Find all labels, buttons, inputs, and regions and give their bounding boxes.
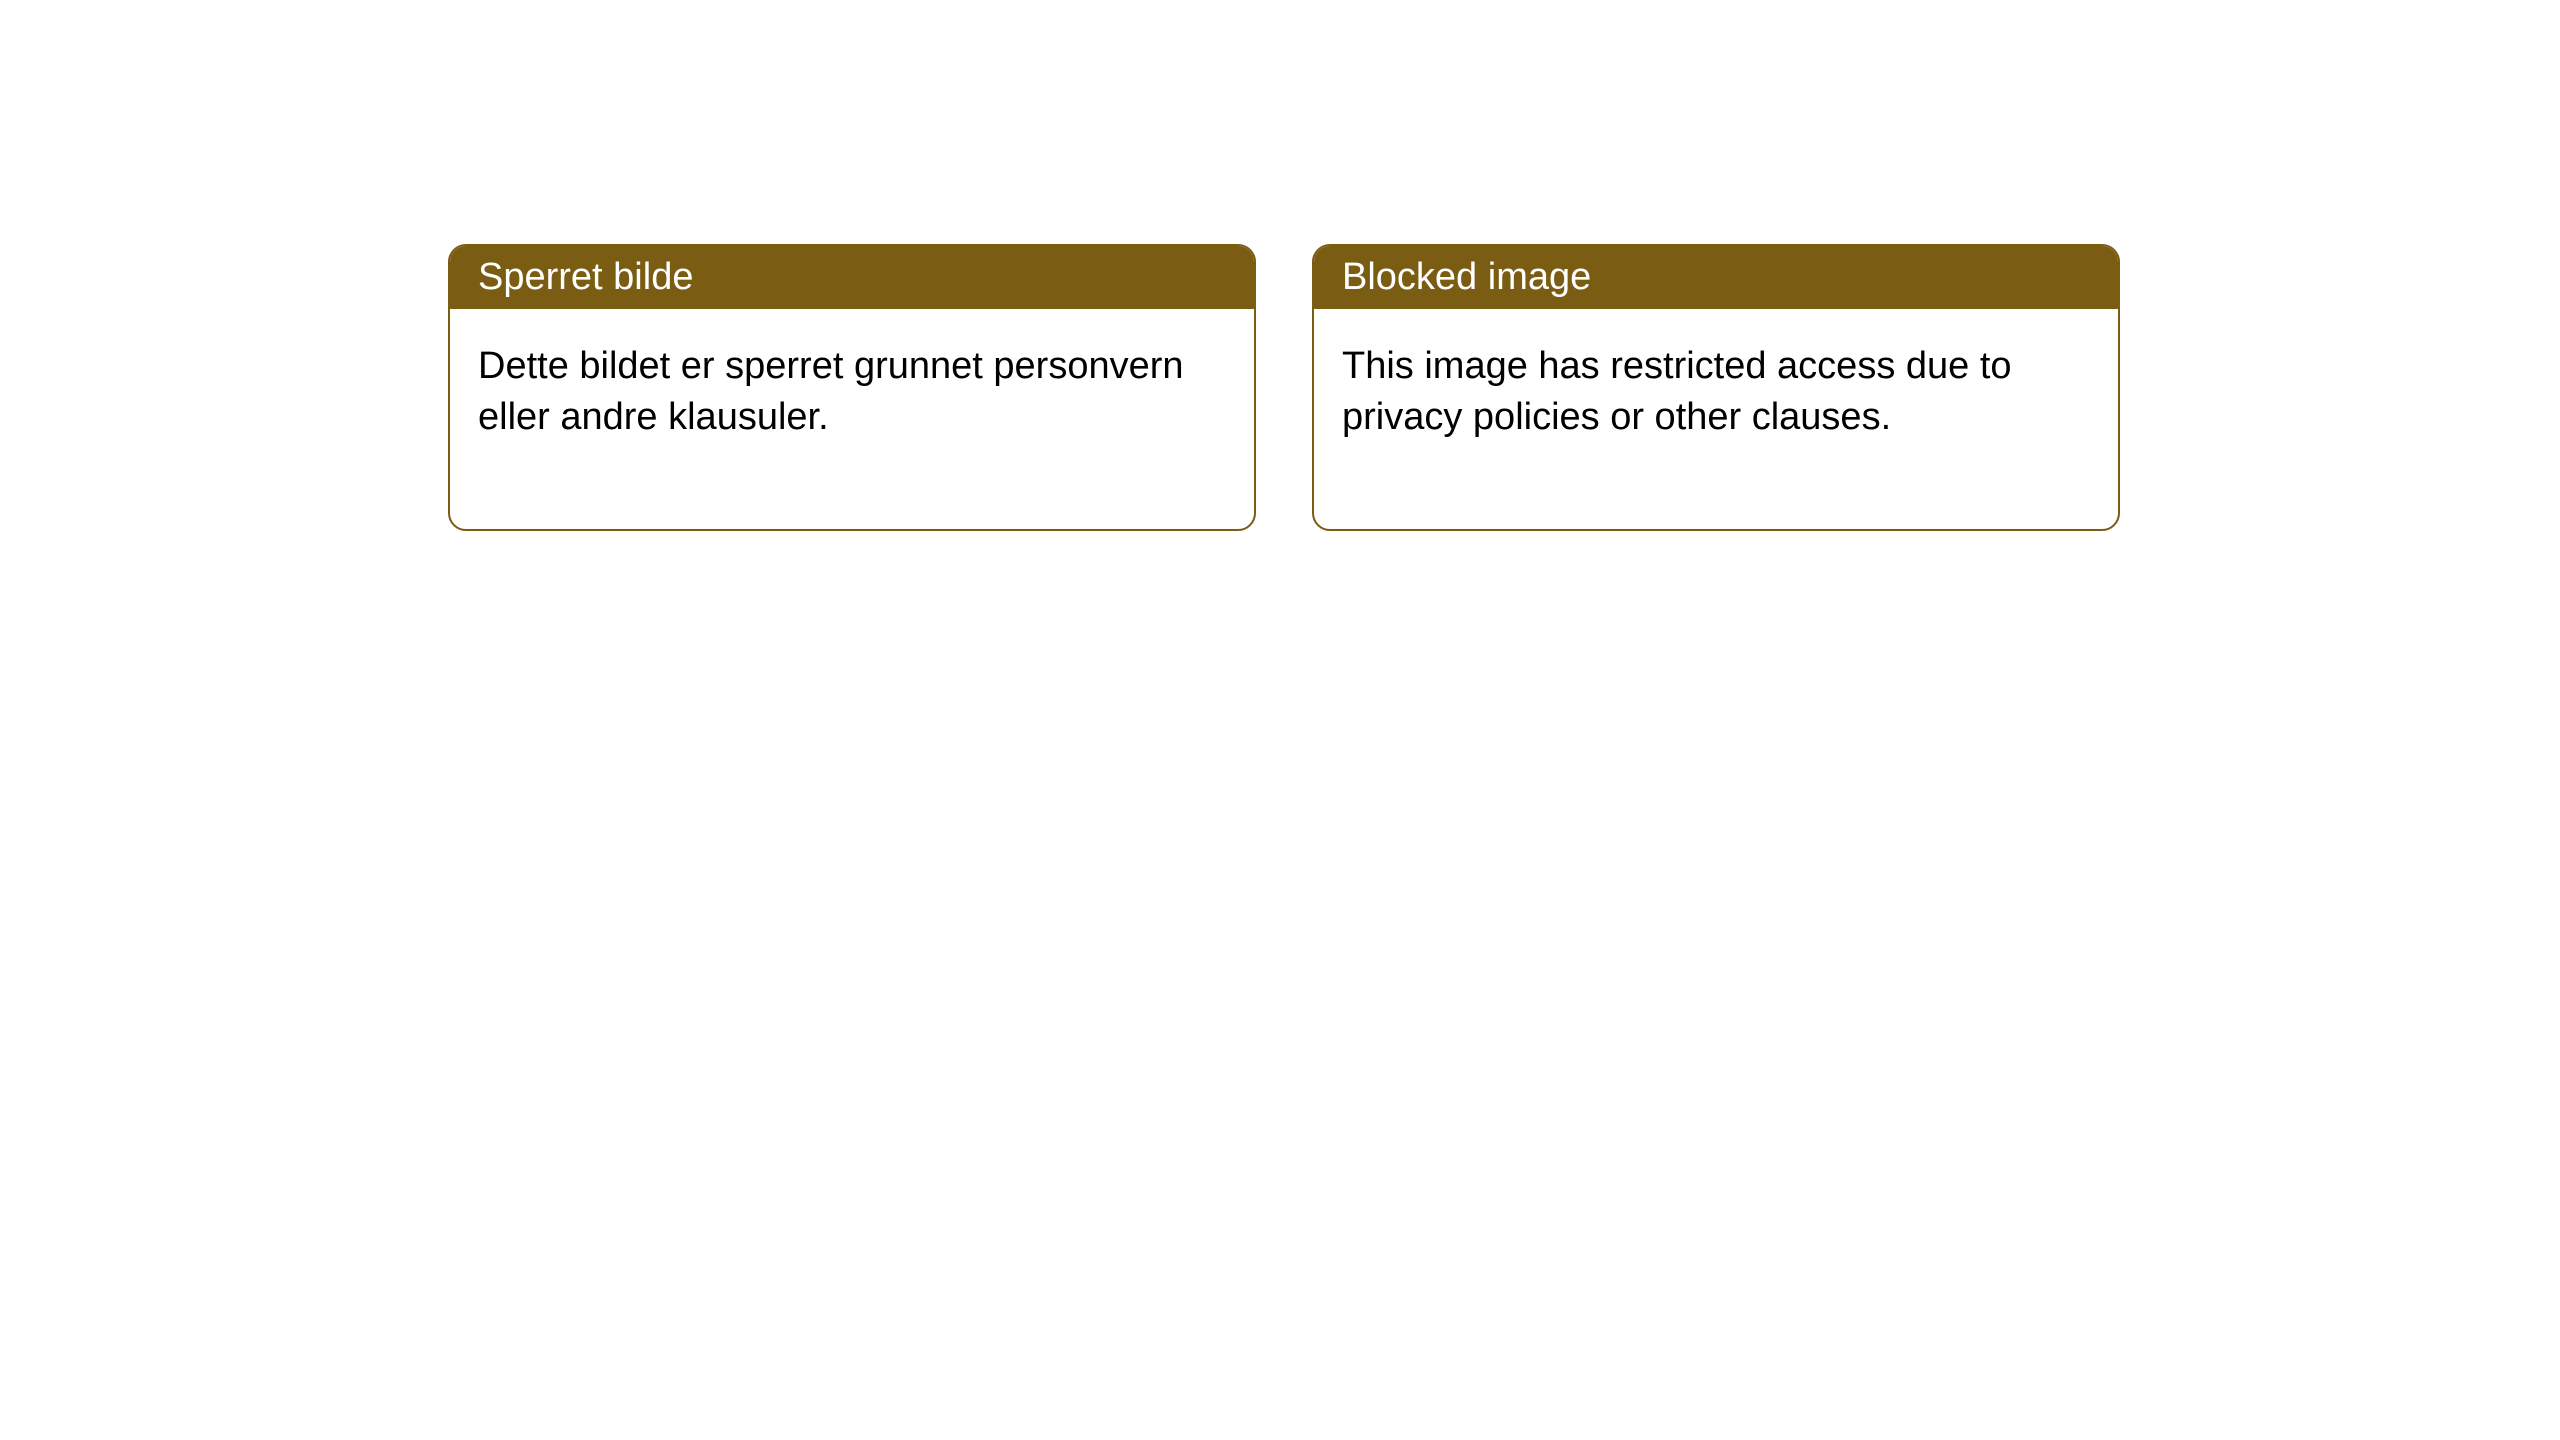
notice-body: Dette bildet er sperret grunnet personve… — [450, 309, 1254, 529]
notice-body: This image has restricted access due to … — [1314, 309, 2118, 529]
notice-header: Sperret bilde — [450, 246, 1254, 309]
notice-container: Sperret bilde Dette bildet er sperret gr… — [448, 244, 2120, 531]
notice-header: Blocked image — [1314, 246, 2118, 309]
notice-card-english: Blocked image This image has restricted … — [1312, 244, 2120, 531]
notice-card-norwegian: Sperret bilde Dette bildet er sperret gr… — [448, 244, 1256, 531]
